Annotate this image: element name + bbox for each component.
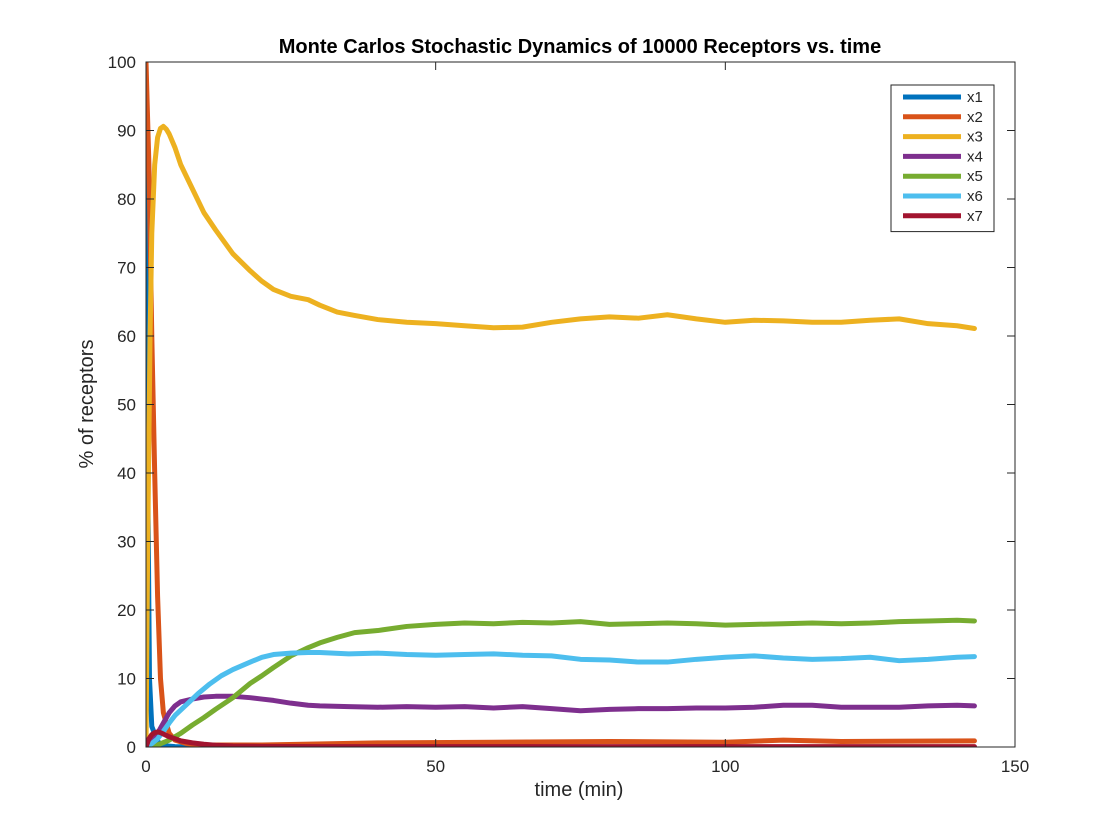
y-tick-label: 30 [117, 533, 136, 552]
x-tick-label: 50 [426, 757, 445, 776]
series-line-x2 [146, 62, 977, 747]
series-line-x5 [146, 617, 977, 747]
series-line-x4 [146, 693, 977, 747]
y-tick-label: 10 [117, 670, 136, 689]
y-axis-label: % of receptors [76, 340, 98, 469]
x-axis-label: time (min) [535, 779, 624, 801]
y-tick-label: 60 [117, 327, 136, 346]
legend-label-x7: x7 [967, 208, 983, 225]
legend-label-x5: x5 [967, 168, 983, 185]
legend-label-x4: x4 [967, 148, 983, 165]
y-tick-label: 90 [117, 122, 136, 141]
series-line-x6 [146, 649, 977, 747]
x-tick-label: 0 [141, 757, 150, 776]
plot-area: 0 50 100 150 0 10 20 30 40 50 60 70 80 90 100 [108, 53, 1030, 776]
chart-title: Monte Carlos Stochastic Dynamics of 1000… [279, 36, 881, 58]
legend-label-x3: x3 [967, 129, 983, 146]
series-line-x7 [146, 729, 977, 747]
legend-label-x6: x6 [967, 188, 983, 205]
y-tick-label: 80 [117, 190, 136, 209]
y-tick-label: 40 [117, 464, 136, 483]
y-tick-label: 100 [108, 53, 136, 72]
series-lines [146, 62, 977, 747]
y-tick-label: 70 [117, 259, 136, 278]
x-tick-label: 150 [1001, 757, 1029, 776]
y-tick-label: 0 [127, 738, 136, 757]
y-tick-label: 20 [117, 601, 136, 620]
legend-label-x2: x2 [967, 109, 983, 126]
series-line-x3 [146, 123, 977, 747]
x-tick-label: 100 [711, 757, 739, 776]
axes-box [145, 61, 1016, 748]
legend: x1 x2 x3 x4 x5 x6 x7 [890, 84, 995, 233]
series-line-x1 [146, 62, 977, 747]
legend-label-x1: x1 [967, 89, 983, 106]
y-tick-label: 50 [117, 396, 136, 415]
